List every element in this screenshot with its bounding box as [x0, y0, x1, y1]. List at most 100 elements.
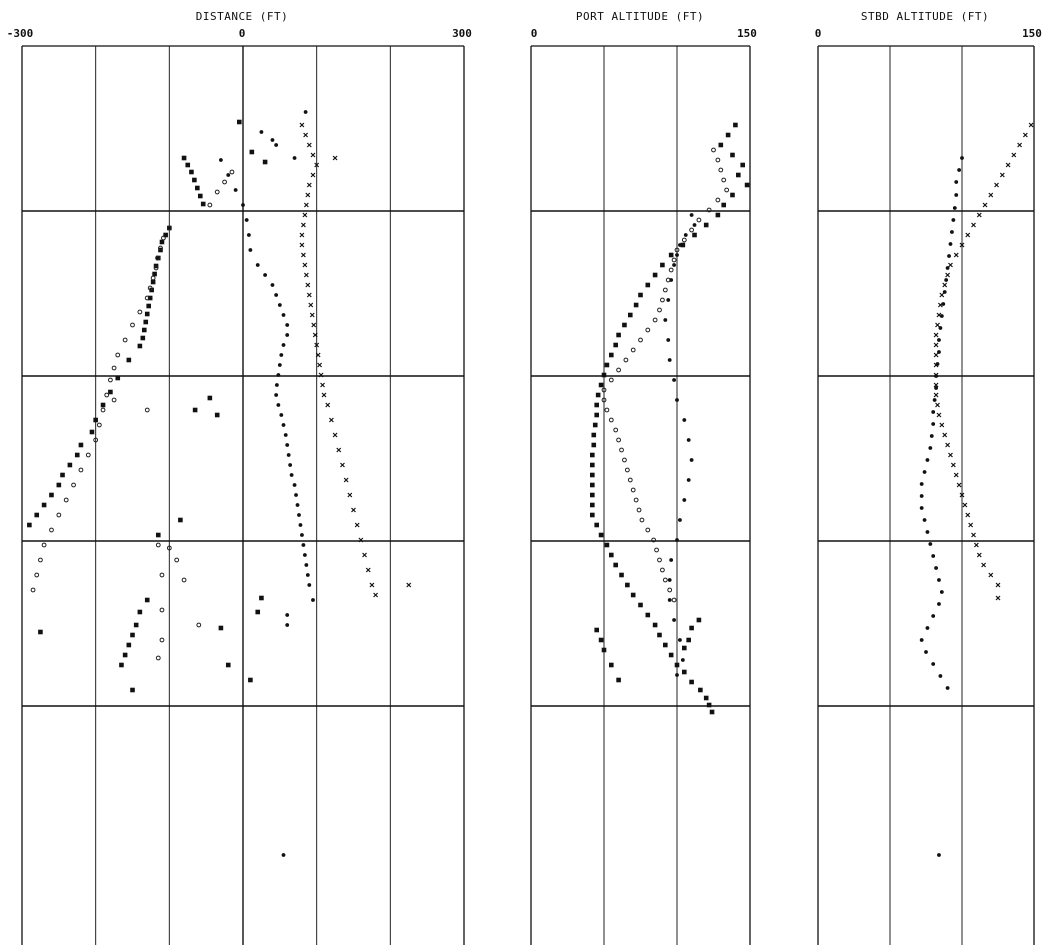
square-marker	[225, 662, 231, 668]
dot-marker	[285, 323, 290, 327]
panel-distance-title: DISTANCE (FT)	[196, 10, 289, 23]
square-marker	[703, 695, 709, 701]
open-circle-marker	[159, 637, 165, 643]
open-circle-marker	[147, 285, 153, 291]
x-marker	[948, 262, 953, 268]
x-marker	[303, 132, 309, 138]
square-marker	[214, 412, 220, 418]
dot-marker	[297, 513, 301, 517]
dot-marker	[666, 298, 671, 302]
open-circle-marker	[93, 437, 99, 443]
open-circle-marker	[166, 225, 172, 231]
x-marker	[321, 392, 327, 398]
open-circle-marker	[155, 255, 160, 261]
open-circle-marker	[174, 557, 180, 563]
dot-marker	[285, 443, 290, 447]
square-marker	[185, 162, 191, 168]
square-marker	[115, 375, 121, 381]
dot-marker	[307, 583, 312, 587]
dot-marker	[919, 482, 924, 486]
dot-marker	[285, 333, 290, 337]
square-marker	[594, 412, 599, 418]
x-marker	[1005, 162, 1011, 168]
dot-marker	[682, 498, 687, 502]
square-marker	[147, 295, 153, 301]
x-marker	[933, 332, 939, 338]
open-circle-marker	[115, 352, 121, 358]
dot-marker	[934, 566, 938, 570]
open-circle-marker	[657, 307, 662, 313]
square-marker	[609, 662, 614, 668]
open-circle-marker	[108, 377, 113, 383]
dot-marker	[957, 168, 962, 172]
dot-marker	[919, 494, 924, 498]
dot-marker	[292, 156, 297, 160]
x-marker	[965, 232, 971, 238]
open-circle-marker	[100, 407, 106, 413]
open-circle-marker	[662, 577, 668, 583]
open-circle-marker	[49, 527, 54, 533]
panel-stbd-altitude-tick-left: 0	[815, 27, 822, 40]
x-marker	[320, 382, 325, 388]
square-marker	[638, 602, 643, 608]
dot-marker	[305, 573, 310, 577]
dot-marker	[686, 438, 691, 442]
dot-marker	[298, 523, 303, 527]
open-circle-marker	[706, 207, 712, 213]
open-circle-marker	[724, 187, 730, 193]
dot-marker	[925, 530, 930, 534]
square-marker	[594, 627, 599, 633]
square-marker	[130, 632, 135, 638]
square-marker	[625, 582, 630, 588]
x-marker	[365, 567, 371, 573]
x-marker	[303, 272, 309, 278]
x-marker	[343, 477, 349, 483]
square-marker	[721, 202, 727, 208]
square-marker	[604, 362, 610, 368]
dot-marker	[233, 188, 238, 192]
dot-marker	[960, 156, 964, 160]
x-marker	[340, 462, 345, 468]
square-marker	[652, 272, 658, 278]
dot-marker	[263, 273, 267, 277]
dot-marker	[669, 278, 674, 282]
square-marker	[67, 462, 73, 468]
open-circle-marker	[711, 147, 716, 153]
square-marker	[181, 155, 187, 161]
square-marker	[195, 185, 200, 191]
x-marker	[373, 592, 379, 598]
dot-marker	[931, 662, 936, 666]
open-circle-marker	[652, 317, 658, 323]
square-marker	[122, 652, 128, 658]
square-marker	[150, 279, 156, 285]
square-marker	[594, 522, 599, 528]
square-marker	[119, 662, 124, 668]
dot-marker	[279, 353, 284, 357]
square-marker	[590, 482, 595, 488]
square-marker	[255, 609, 261, 615]
square-marker	[259, 595, 264, 601]
dot-marker	[281, 853, 286, 857]
square-marker	[38, 629, 43, 635]
square-marker	[689, 625, 694, 631]
x-marker	[310, 172, 316, 178]
square-marker	[218, 625, 224, 631]
open-circle-marker	[623, 357, 629, 363]
dot-marker	[952, 206, 957, 210]
panel-stbd-altitude: STBD ALTITUDE (FT) 0 150	[815, 10, 1042, 945]
dot-marker	[938, 674, 943, 678]
open-circle-marker	[681, 237, 687, 243]
square-marker	[668, 252, 674, 258]
dot-marker	[289, 473, 294, 477]
x-marker	[948, 452, 953, 458]
open-circle-marker	[667, 587, 673, 593]
square-marker	[197, 193, 203, 199]
square-marker	[163, 232, 168, 238]
square-marker	[698, 687, 703, 693]
dot-marker	[678, 243, 682, 247]
open-circle-marker	[689, 227, 694, 233]
x-marker	[976, 552, 982, 558]
dot-marker	[928, 542, 933, 546]
square-marker	[696, 617, 702, 623]
square-marker	[74, 452, 80, 458]
